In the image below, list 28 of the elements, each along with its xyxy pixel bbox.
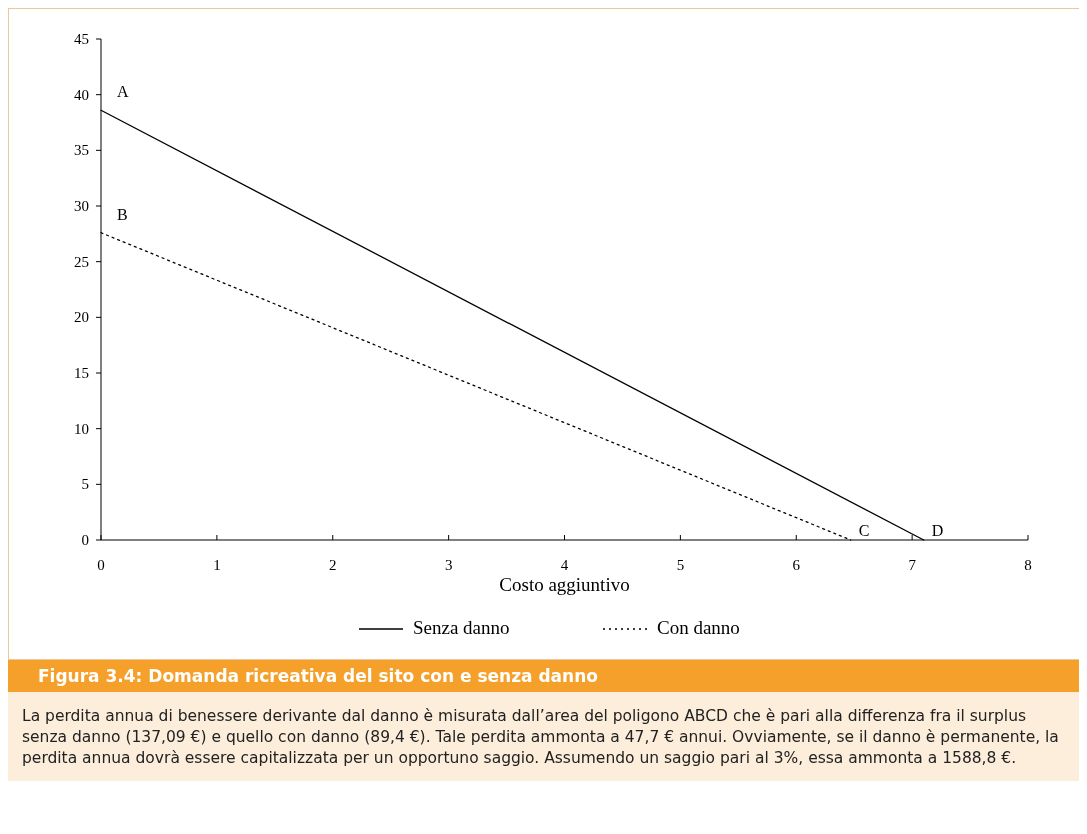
x-axis-title: Costo aggiuntivo: [499, 574, 630, 595]
y-tick-label: 40: [74, 86, 89, 103]
legend-label: Con danno: [657, 617, 740, 638]
x-tick-label: 4: [560, 557, 569, 573]
text: La perdita annua di benessere derivante dal danno è misurata dall’area del poligono ABCD che è pari alla differenza fra il surplus senza danno (137,09 €) e quello con danno (89,4 €). Tale perdita ammonta a 47,7 € annui. Ovviamente, se il danno è permanente, la perdita annua dovrà essere capitalizzata per un opportuno saggio. Assumendo un saggio pari al 3%, essa ammonta a 1588,8 €.: [21, 706, 1060, 769]
y-tick-label: 45: [74, 31, 89, 47]
legend-label: Senza danno: [413, 617, 510, 638]
x-tick-label: 5: [676, 557, 685, 573]
annotation: B: [117, 205, 128, 223]
y-tick-label: 35: [74, 142, 89, 159]
x-tick-label: 6: [792, 557, 801, 573]
y-tick-label: 20: [74, 309, 89, 326]
x-tick-label: 2: [329, 557, 337, 573]
y-tick-label: 10: [74, 420, 89, 437]
annotation: C: [858, 522, 870, 539]
y-tick-label: 15: [74, 365, 89, 381]
x-tick-label: 0: [97, 557, 105, 573]
annotation: D: [931, 522, 944, 539]
text: Figura 3.4: Domanda ricreativa del sito con e senza danno: [8, 660, 1079, 692]
y-tick-label: 30: [74, 198, 89, 214]
y-tick-label: 0: [81, 532, 89, 548]
x-tick-label: 8: [1024, 557, 1032, 573]
annotation: A: [117, 83, 129, 101]
y-tick-label: 25: [74, 253, 89, 270]
x-tick-label: 3: [444, 557, 453, 573]
y-tick-label: 5: [81, 476, 89, 493]
x-tick-label: 1: [213, 557, 221, 573]
x-tick-label: 7: [908, 557, 917, 573]
